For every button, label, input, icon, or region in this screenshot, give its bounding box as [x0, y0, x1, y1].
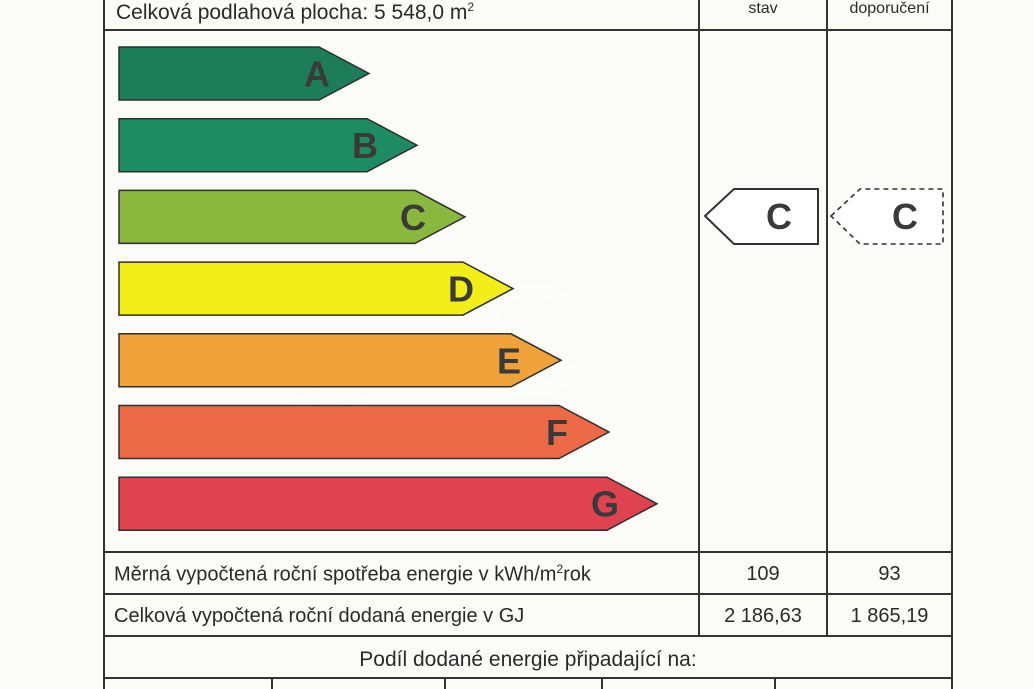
current-class-marker: C — [703, 188, 819, 245]
energy-class-arrow-e: E — [118, 333, 563, 388]
energy-class-letter-f: F — [546, 412, 568, 453]
recommended-class-letter: C — [892, 196, 918, 237]
energy-class-arrow-a: A — [118, 46, 371, 101]
specific-consumption-state: 109 — [746, 563, 780, 585]
energy-class-letter-e: E — [497, 340, 521, 381]
current-class-letter: C — [766, 196, 792, 237]
recommended-class-marker: C — [829, 188, 944, 245]
total-energy-label: Celková vypočtená roční dodaná energie v… — [114, 605, 525, 627]
energy-class-letter-b: B — [352, 125, 378, 166]
energy-class-arrow-g: G — [118, 476, 659, 531]
energy-class-arrow-f: F — [118, 404, 611, 460]
total-energy-state: 2 186,63 — [724, 605, 802, 627]
energy-class-arrow-b: B — [118, 117, 419, 173]
total-energy-recommended: 1 865,19 — [850, 605, 929, 627]
energy-class-arrow-c: C — [118, 189, 467, 245]
column-header-recommendation: doporučení — [849, 0, 930, 17]
energy-class-letter-g: G — [591, 484, 619, 525]
energy-class-letter-c: C — [400, 197, 426, 238]
energy-share-heading: Podíl dodané energie připadající na: — [359, 648, 697, 671]
column-header-state: stav — [748, 0, 778, 17]
energy-class-letter-a: A — [304, 54, 330, 95]
specific-consumption-recommended: 93 — [878, 563, 901, 585]
specific-consumption-label: Měrná vypočtená roční spotřeba energie v… — [114, 562, 591, 586]
energy-class-arrow-d: D — [118, 261, 515, 316]
floor-area-label: Celková podlahová plocha: 5 548,0 m2 — [116, 0, 475, 24]
energy-class-letter-d: D — [448, 269, 474, 310]
